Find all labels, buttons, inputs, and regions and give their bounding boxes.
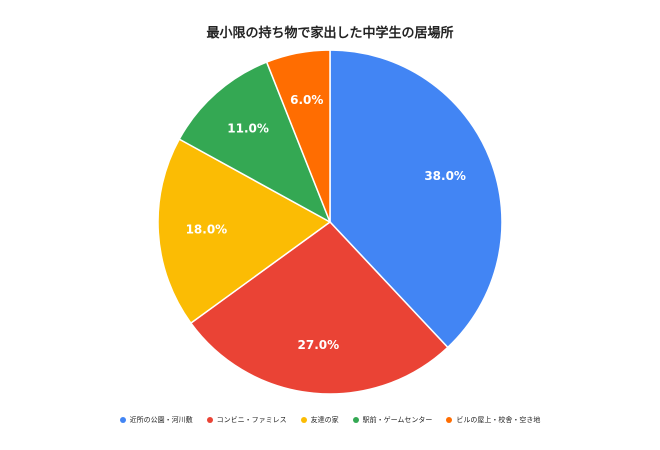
legend-item: 友達の家 bbox=[300, 415, 339, 425]
legend-label: 駅前・ゲームセンター bbox=[362, 416, 433, 424]
slice-data-label: 18.0% bbox=[186, 222, 228, 236]
pie-slice bbox=[329, 49, 503, 349]
legend-item: 駅前・ゲームセンター bbox=[352, 415, 433, 425]
pie-slice bbox=[189, 221, 449, 395]
slice-data-label: 11.0% bbox=[227, 122, 269, 136]
chart-title: 最小限の持ち物で家出した中学生の居場所 bbox=[206, 26, 454, 41]
legend-swatch bbox=[300, 417, 307, 423]
legend-swatch bbox=[119, 417, 126, 423]
legend: 近所の公園・河川敷 コンビニ・ファミレス 友達の家 駅前・ゲームセンター ビルの屋上・校… bbox=[0, 415, 660, 425]
legend-label: 友達の家 bbox=[310, 416, 339, 424]
legend-label: 近所の公園・河川敷 bbox=[129, 416, 193, 424]
slice-data-label: 27.0% bbox=[298, 338, 340, 352]
legend-swatch bbox=[352, 417, 359, 423]
pie-slice bbox=[265, 49, 331, 223]
pie-slice bbox=[157, 138, 332, 325]
slice-data-label: 6.0% bbox=[290, 93, 323, 107]
legend-label: ビルの屋上・校舎・空き地 bbox=[456, 416, 541, 424]
legend-item: ビルの屋上・校舎・空き地 bbox=[446, 415, 540, 425]
legend-swatch bbox=[446, 417, 453, 423]
legend-swatch bbox=[206, 417, 213, 423]
slice-data-label: 38.0% bbox=[424, 169, 466, 183]
pie-slice bbox=[178, 61, 332, 224]
legend-label: コンビニ・ファミレス bbox=[216, 416, 287, 424]
legend-item: コンビニ・ファミレス bbox=[206, 415, 287, 425]
legend-item: 近所の公園・河川敷 bbox=[119, 415, 193, 425]
